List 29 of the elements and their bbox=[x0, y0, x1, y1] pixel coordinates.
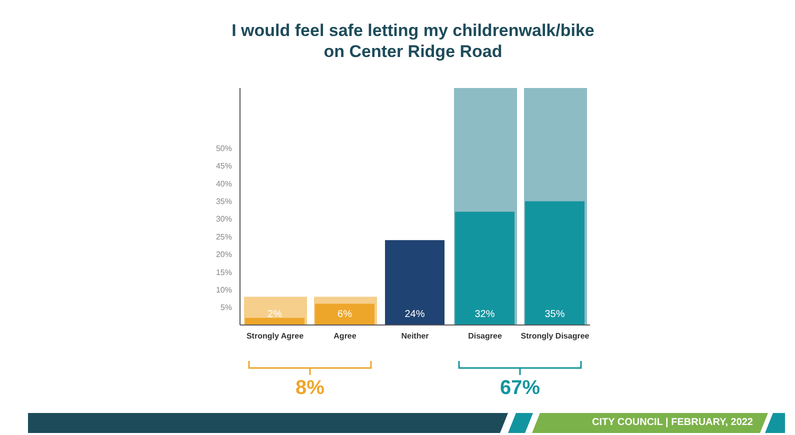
data-label: 32% bbox=[474, 309, 495, 320]
chart-title: I would feel safe letting my childrenwalk/bike on Center Ridge Road bbox=[230, 20, 596, 62]
y-tick-label: 15% bbox=[216, 268, 232, 277]
bar bbox=[385, 240, 444, 325]
y-tick-label: 5% bbox=[220, 303, 232, 312]
x-tick-label: Disagree bbox=[468, 332, 502, 341]
x-tick-label: Neither bbox=[401, 332, 429, 341]
data-label: 24% bbox=[404, 309, 425, 320]
x-tick-label: Strongly Disagree bbox=[520, 332, 590, 341]
y-tick-label: 45% bbox=[216, 162, 232, 171]
y-tick-label: 35% bbox=[216, 197, 232, 206]
y-tick-label: 25% bbox=[216, 232, 232, 242]
bar bbox=[315, 304, 374, 325]
bar bbox=[525, 201, 584, 325]
y-tick-label: 10% bbox=[216, 285, 232, 294]
data-label: 2% bbox=[268, 309, 282, 320]
text: 8% bbox=[294, 377, 326, 400]
text: 67% bbox=[498, 377, 542, 400]
data-label: 6% bbox=[338, 309, 352, 320]
y-tick-label: 40% bbox=[216, 179, 232, 188]
y-tick-label: 20% bbox=[216, 250, 232, 260]
data-label: 35% bbox=[544, 309, 565, 320]
y-tick-label: 50% bbox=[216, 144, 232, 153]
bar bbox=[245, 318, 304, 325]
x-tick-label: Strongly Agree bbox=[246, 332, 304, 341]
x-tick-label: Agree bbox=[334, 332, 357, 341]
y-tick-label: 30% bbox=[216, 214, 232, 224]
bar bbox=[455, 212, 514, 325]
text: CITY COUNCIL | FEBRUARY, 2022 bbox=[591, 417, 753, 428]
